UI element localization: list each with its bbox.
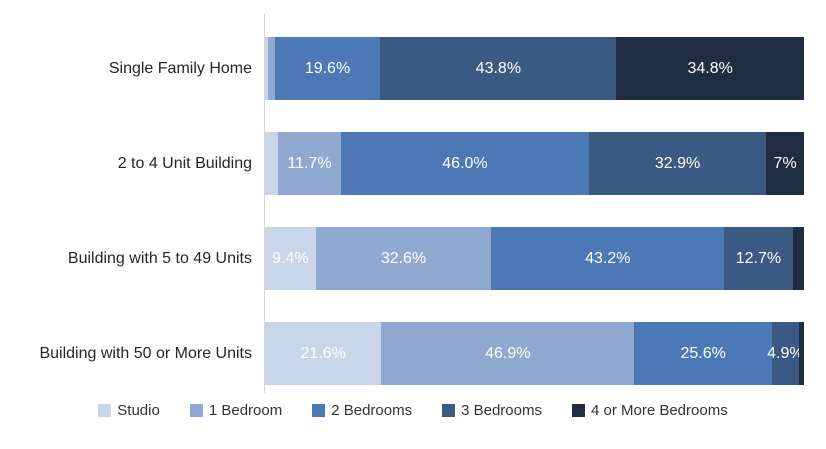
bar-segment: 4.9% [767,322,804,385]
bar-segment: 11.7% [277,132,341,195]
category-label: Single Family Home [108,59,252,77]
segment-value-label: 9.4% [272,249,309,267]
segment-value-label: 21.6% [300,344,346,362]
segment-value-label: 43.8% [475,59,522,77]
category-label: 2 to 4 Unit Building [117,154,252,172]
segment-value-label: 25.6% [680,344,726,362]
legend-label: 1 Bedroom [208,402,283,419]
bar-segment: 25.6% [634,322,773,385]
bar-segment: 43.2% [491,227,725,290]
segment-value-label: 32.6% [380,249,427,267]
stacked-bar: 11.7% 46.0% 32.9% 7% [265,132,804,195]
bar-segment: 12.7% [724,227,793,290]
legend: Studio 1 Bedroom 2 Bedrooms 3 Bedrooms 4 or … [0,402,826,419]
legend-swatch-icon [189,404,203,417]
chart-row: Single Family Home 19.6% 43.8% 34.8% [0,37,804,100]
bar-segment: 7% [766,132,804,195]
segment-value-label: 7% [773,154,797,172]
chart-row: Building with 5 to 49 Units 9.4% 32.6% 43.2… [0,227,804,290]
bar-segment [267,37,275,100]
bar-segment: 46.9% [381,322,635,385]
legend-item: 4 or More Bedrooms [571,402,728,419]
legend-item: 2 Bedrooms [312,402,412,419]
plot-rows: Single Family Home 19.6% 43.8% 34.8% 2 to 4 … [0,37,804,385]
bar-segment: 46.0% [340,132,589,195]
legend-item: Studio [98,402,160,419]
segment-value-label: 46.0% [442,154,488,172]
legend-swatch-icon [571,404,585,417]
segment-value-label: 19.6% [304,59,351,77]
category-label: Building with 50 or More Units [39,344,252,362]
legend-swatch-icon [442,404,456,417]
legend-swatch-icon [312,404,326,417]
legend-swatch-icon [98,404,112,417]
bar-segment: 21.6% [265,322,382,385]
bar-segment: 43.8% [380,37,617,100]
bar-segment [792,227,804,290]
bar-segment [798,322,804,385]
segment-value-label: 32.9% [654,154,701,172]
segment-value-label: 46.9% [485,344,531,362]
segment-value-label: 12.7% [735,249,782,267]
bar-segment: 19.6% [274,37,381,100]
y-axis-line [264,14,265,393]
bar-segment [265,37,268,100]
stacked-bar: 9.4% 32.6% 43.2% 12.7% [265,227,804,290]
bar-segment: 34.8% [616,37,804,100]
legend-item: 1 Bedroom [189,402,283,419]
chart-row: Building with 50 or More Units 21.6% 46.9%… [0,322,804,385]
bar-segment: 32.6% [315,227,492,290]
bar-segment: 9.4% [265,227,316,290]
category-label: Building with 5 to 49 Units [67,249,252,267]
legend-label: 3 Bedrooms [461,402,542,419]
segment-value-label: 34.8% [687,59,733,77]
stacked-bar: 19.6% 43.8% 34.8% [265,37,804,100]
bar-segment [265,132,278,195]
stacked-bar: 21.6% 46.9% 25.6% 4.9% [265,322,804,385]
legend-item: 3 Bedrooms [442,402,542,419]
segment-value-label: 43.2% [585,249,631,267]
segment-value-label: 4.9% [767,344,804,362]
legend-label: 2 Bedrooms [331,402,413,419]
bar-segment: 32.9% [588,132,767,195]
legend-label: 4 or More Bedrooms [590,402,728,419]
segment-value-label: 11.7% [287,154,332,172]
chart-row: 2 to 4 Unit Building 11.7% 46.0% 32.9% 7% [0,132,804,195]
legend-label: Studio [117,402,160,419]
